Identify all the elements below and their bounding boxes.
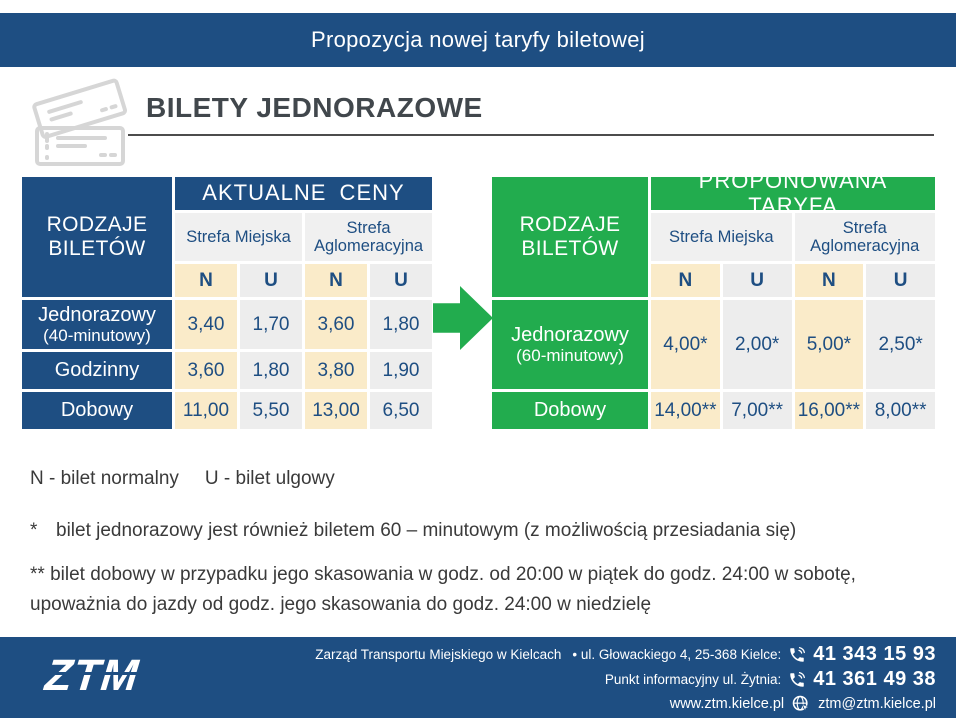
price-cell: 3,60 bbox=[175, 352, 237, 389]
phone-number-main: 41 343 15 93 bbox=[813, 643, 936, 665]
price-cell: 11,00 bbox=[175, 392, 237, 429]
col-header-normal: N bbox=[305, 264, 367, 297]
col-header-reduced: U bbox=[370, 264, 432, 297]
contact-row-web: www.ztm.kielce.pl ztm@ztm.kielce.pl bbox=[315, 692, 936, 716]
zone-agglomeration-header: Strefa Aglomeracyjna bbox=[794, 213, 935, 261]
ticket-type: Jednorazowy bbox=[38, 303, 156, 326]
row-header-cell: RODZAJE BILETÓW bbox=[22, 177, 172, 297]
row-label-daily-ticket: Dobowy bbox=[22, 392, 172, 429]
title-divider bbox=[128, 134, 934, 136]
ticket-type: Godzinny bbox=[54, 359, 140, 382]
price-cell: 5,50 bbox=[240, 392, 302, 429]
contact-row-address: Zarząd Transportu Miejskiego w Kielcach … bbox=[315, 642, 936, 667]
col-header-normal: N bbox=[175, 264, 237, 297]
footnote-double-star: ** bilet dobowy w przypadku jego skasowa… bbox=[30, 560, 930, 620]
contact-row-info-point: Punkt informacyjny ul. Żytnia: 41 361 49… bbox=[315, 667, 936, 692]
section-title: BILETY JEDNORAZOWE bbox=[146, 92, 483, 123]
col-header-normal: N bbox=[794, 264, 864, 297]
ticket-legend: N - bilet normalny U - bilet ulgowy bbox=[30, 468, 361, 490]
footer-bar: ZTM Zarząd Transportu Miejskiego w Kielc… bbox=[0, 637, 956, 718]
price-cell: 2,50* bbox=[866, 300, 935, 389]
tickets-icon bbox=[32, 78, 128, 166]
price-cell: 8,00** bbox=[866, 392, 935, 429]
zone-agglomeration-header: Strefa Aglomeracyjna bbox=[305, 213, 432, 261]
info-point-label: Punkt informacyjny ul. Żytnia: bbox=[604, 672, 782, 687]
row-label-single-ticket: Jednorazowy (60-minutowy) bbox=[492, 300, 648, 389]
current-prices-table: RODZAJE BILETÓW AKTUALNE CENY Strefa Mie… bbox=[22, 177, 432, 429]
row-label-daily-ticket: Dobowy bbox=[492, 392, 648, 429]
price-cell: 3,60 bbox=[305, 300, 367, 349]
organization-name: Zarząd Transportu Miejskiego w Kielcach bbox=[315, 647, 562, 662]
price-cell: 13,00 bbox=[305, 392, 367, 429]
phone-number-info: 41 361 49 38 bbox=[813, 668, 936, 690]
ticket-type: Dobowy bbox=[60, 399, 134, 422]
price-cell: 2,00* bbox=[722, 300, 792, 389]
row-header-cell: RODZAJE BILETÓW bbox=[492, 177, 648, 297]
price-cell: 1,80 bbox=[240, 352, 302, 389]
footnote-text: bilet jednorazowy jest również biletem 6… bbox=[56, 520, 797, 541]
phone-icon bbox=[788, 646, 806, 664]
zone-city-header: Strefa Miejska bbox=[175, 213, 302, 261]
footnote-marker: * bbox=[30, 520, 38, 541]
row-label-single-ticket: Jednorazowy (40-minutowy) bbox=[22, 300, 172, 349]
ticket-type: Dobowy bbox=[533, 399, 607, 422]
header-bar: Propozycja nowej taryfy biletowej bbox=[0, 13, 956, 67]
phone-icon bbox=[788, 671, 806, 689]
price-cell: 6,50 bbox=[370, 392, 432, 429]
row-label-hourly-ticket: Godzinny bbox=[22, 352, 172, 389]
page-title: Propozycja nowej taryfy biletowej bbox=[311, 27, 645, 52]
email-address: ztm@ztm.kielce.pl bbox=[818, 696, 936, 712]
price-cell: 1,90 bbox=[370, 352, 432, 389]
organization-address: • ul. Głowackiego 4, 25-368 Kielce: bbox=[572, 647, 782, 662]
price-cell: 1,80 bbox=[370, 300, 432, 349]
price-cell: 3,40 bbox=[175, 300, 237, 349]
price-cell: 16,00** bbox=[794, 392, 864, 429]
price-cell: 14,00** bbox=[651, 392, 720, 429]
website-url: www.ztm.kielce.pl bbox=[669, 696, 785, 712]
footnote-line-1: ** bilet dobowy w przypadku jego skasowa… bbox=[30, 564, 856, 585]
legend-normal: N - bilet normalny bbox=[30, 468, 179, 489]
footnote-single-star: * bilet jednorazowy jest również biletem … bbox=[30, 520, 796, 542]
ticket-type-duration: (40-minutowy) bbox=[43, 326, 151, 346]
col-header-reduced: U bbox=[866, 264, 935, 297]
col-header-reduced: U bbox=[722, 264, 792, 297]
col-header-reduced: U bbox=[240, 264, 302, 297]
price-cell: 7,00** bbox=[722, 392, 792, 429]
price-cell: 4,00* bbox=[651, 300, 720, 389]
legend-reduced: U - bilet ulgowy bbox=[204, 468, 335, 489]
ztm-logo: ZTM bbox=[29, 647, 155, 705]
price-cell: 5,00* bbox=[794, 300, 864, 389]
price-cell: 3,80 bbox=[305, 352, 367, 389]
price-cell: 1,70 bbox=[240, 300, 302, 349]
footnote-line-2: upoważnia do jazdy od godz. jego skasowa… bbox=[30, 594, 652, 615]
col-header-normal: N bbox=[651, 264, 720, 297]
ticket-type: Jednorazowy bbox=[511, 323, 629, 346]
current-table-title: AKTUALNE CENY bbox=[175, 177, 432, 210]
proposed-table-title: PROPONOWANA TARYFA bbox=[651, 168, 935, 217]
zone-city-header: Strefa Miejska bbox=[651, 213, 792, 261]
arrow-right-icon bbox=[433, 286, 493, 350]
ticket-type-duration: (60-minutowy) bbox=[516, 346, 624, 366]
proposed-tariff-table: RODZAJE BILETÓW PROPONOWANA TARYFA Stref… bbox=[492, 168, 935, 429]
contact-block: Zarząd Transportu Miejskiego w Kielcach … bbox=[315, 642, 936, 716]
globe-cursor-icon bbox=[791, 694, 811, 714]
